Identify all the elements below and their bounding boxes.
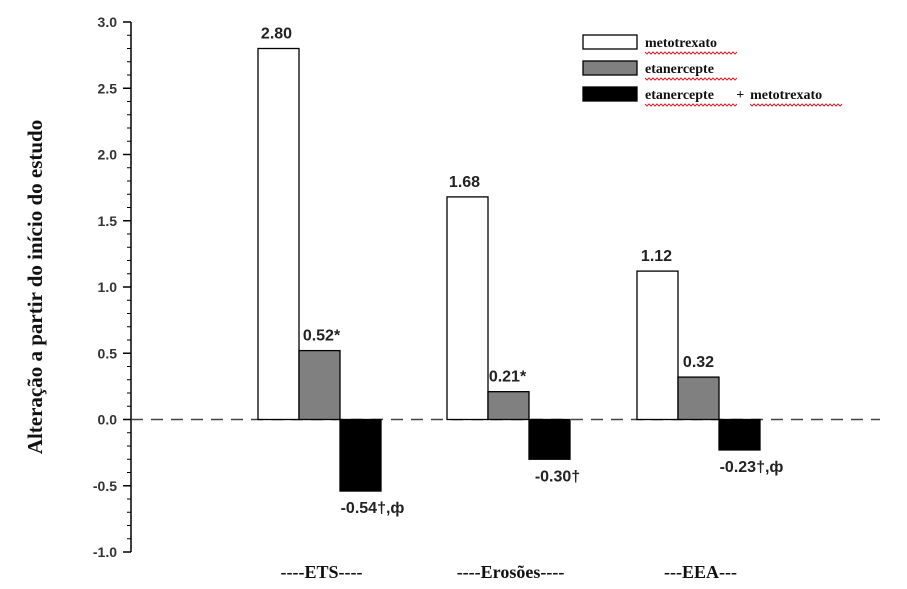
y-tick-label: 2.0 <box>98 147 118 163</box>
legend-text: etanercepte <box>645 62 714 77</box>
data-label: 0.52* <box>303 328 341 345</box>
bar-etanercepte-metotrexato <box>339 418 382 492</box>
y-tick-label: 1.0 <box>98 279 118 295</box>
y-axis-title: Alteração a partir do início do estudo <box>23 120 47 454</box>
spellcheck-underline <box>644 77 738 81</box>
legend-swatch-etanercepte <box>582 60 638 76</box>
data-label: -0.30† <box>535 468 580 485</box>
legend-swatch-etanercepte-metotrexato <box>582 86 638 102</box>
data-label: 1.68 <box>449 174 480 191</box>
y-tick-label: 1.5 <box>98 213 118 229</box>
data-label: 2.80 <box>261 26 292 43</box>
data-label: -0.23†,ф <box>720 459 784 476</box>
spellcheck-underline <box>749 103 843 107</box>
y-tick-label: -1.0 <box>93 544 117 560</box>
spellcheck-underline <box>644 51 738 55</box>
data-label: 0.21* <box>489 369 527 386</box>
y-tick-label: 3.0 <box>98 14 118 30</box>
bar-etanercepte <box>298 349 341 421</box>
bar-metotrexato <box>257 47 300 421</box>
bar-etanercepte-metotrexato <box>718 418 761 451</box>
legend-text: + <box>736 88 744 103</box>
category-label: ----Erosões---- <box>457 562 565 582</box>
legend-text: metotrexato <box>750 88 822 103</box>
bar-metotrexato <box>446 196 489 421</box>
category-label: ----ETS---- <box>281 562 363 582</box>
legend-text: metotrexato <box>645 36 717 51</box>
bar-etanercepte-metotrexato <box>528 418 571 460</box>
y-tick-label: 0.0 <box>98 412 118 428</box>
bar-etanercepte <box>677 376 720 421</box>
data-label: 0.32 <box>683 354 714 371</box>
data-label: 1.12 <box>641 248 672 265</box>
legend-swatch-metotrexato <box>582 34 638 50</box>
y-tick-label: 2.5 <box>98 80 118 96</box>
legend-text: etanercepte <box>645 88 714 103</box>
category-label: ---EEA--- <box>664 562 737 582</box>
y-tick-label: -0.5 <box>93 478 117 494</box>
bar-metotrexato <box>636 270 679 421</box>
spellcheck-underline <box>644 103 738 107</box>
y-tick-label: 0.5 <box>98 345 118 361</box>
bar-etanercepte <box>487 391 530 421</box>
data-label: -0.54†,ф <box>341 500 405 517</box>
